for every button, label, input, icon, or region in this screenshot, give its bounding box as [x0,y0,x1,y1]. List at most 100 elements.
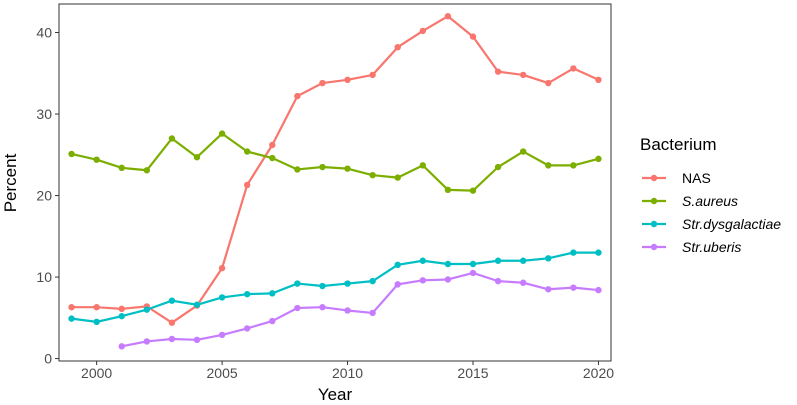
data-point-nas [419,27,427,35]
data-point-nas [344,76,351,84]
data-point-str-dysgalactiae [294,280,301,287]
data-point-s-aureus [243,148,251,155]
data-point-str-uberis [444,276,452,283]
data-point-str-uberis [243,325,251,332]
data-point-str-dysgalactiae [143,306,151,313]
data-point-nas [494,68,502,75]
series-str-dysgalactiae [68,249,602,326]
data-point-str-uberis [294,304,301,312]
y-tick-label: 0 [44,351,52,367]
data-point-str-dysgalactiae [269,290,276,297]
legend-label: NAS [682,170,711,186]
legend-item-nas: NAS [642,170,711,186]
x-tick-label: 2020 [583,365,614,381]
data-point-s-aureus [369,171,376,179]
data-point-nas [93,304,100,311]
data-point-str-uberis [595,286,602,294]
y-tick-label: 20 [36,188,52,204]
data-point-str-uberis [218,331,226,339]
x-tick-label: 2010 [332,365,363,381]
data-point-str-uberis [369,309,376,317]
data-point-str-dysgalactiae [444,260,452,268]
legend-items: NAS S.aureus Str.dysgalactiae Str.uberis [642,170,781,255]
data-point-s-aureus [419,162,427,169]
data-point-str-dysgalactiae [118,312,125,320]
data-point-str-dysgalactiae [394,261,401,269]
legend-label: Str.uberis [682,239,741,255]
data-point-nas [369,71,376,79]
data-point-str-uberis [419,277,427,284]
data-point-str-dysgalactiae [469,260,477,268]
legend-item-str-uberis: Str.uberis [642,239,741,255]
data-point-s-aureus [344,165,351,172]
data-point-nas [319,79,326,87]
legend-label: S.aureus [682,193,738,209]
legend-key-point [650,174,658,182]
x-tick-label: 2005 [207,365,238,381]
data-point-nas [570,65,577,72]
data-point-nas [243,181,251,189]
data-point-str-uberis [143,338,151,345]
data-point-s-aureus [68,150,75,158]
data-point-str-dysgalactiae [570,249,577,256]
legend-item-str-dysgalactiae: Str.dysgalactiae [642,216,781,232]
data-point-nas [118,305,125,313]
data-point-str-dysgalactiae [419,257,427,264]
data-point-s-aureus [218,130,226,137]
data-point-str-uberis [344,307,351,314]
data-point-s-aureus [118,164,125,172]
series-s-aureus [68,130,602,194]
data-point-str-dysgalactiae [243,290,251,298]
data-point-s-aureus [319,163,326,171]
panel-border [58,3,612,362]
legend-title: Bacterium [640,135,717,154]
data-point-str-uberis [545,286,552,293]
legend-key-point [650,197,658,205]
data-point-str-dysgalactiae [494,257,502,264]
data-point-s-aureus [294,166,301,173]
data-point-s-aureus [519,148,527,155]
data-point-str-dysgalactiae [595,249,602,256]
data-point-nas [444,13,452,20]
y-tick-label: 40 [36,25,52,41]
data-point-str-uberis [319,304,326,311]
data-point-s-aureus [143,167,151,174]
data-point-nas [519,71,527,79]
data-point-s-aureus [545,162,552,169]
data-point-s-aureus [193,154,201,161]
series-line-nas [71,15,599,324]
legend-key-point [650,243,658,251]
data-point-s-aureus [394,174,401,181]
data-point-str-dysgalactiae [319,282,326,290]
data-point-str-uberis [269,317,276,325]
data-point-str-uberis [193,336,201,344]
series-line-str-uberis [121,271,599,348]
data-point-s-aureus [93,156,100,163]
x-axis: 2000 2005 2010 2015 2020 [81,361,614,381]
x-axis-title: Year [318,385,353,404]
y-axis-title: Percent [1,153,20,212]
data-point-str-uberis [394,281,401,288]
data-point-str-dysgalactiae [519,257,527,264]
data-point-nas [218,264,226,272]
legend: Bacterium NAS S.aureus Str.dysgalactiae Str… [640,135,781,255]
data-point-str-dysgalactiae [218,294,226,301]
data-point-str-uberis [118,343,125,350]
data-point-s-aureus [444,186,452,194]
data-point-s-aureus [570,162,577,169]
data-point-str-dysgalactiae [93,318,100,326]
series-str-uberis [118,269,602,350]
data-point-s-aureus [494,163,502,171]
data-point-str-dysgalactiae [545,255,552,262]
x-tick-label: 2000 [81,365,112,381]
series-line-str-dysgalactiae [71,251,599,323]
data-point-nas [595,76,602,84]
data-point-s-aureus [469,187,477,194]
data-point-nas [394,43,401,51]
data-point-str-uberis [168,335,176,343]
legend-label: Str.dysgalactiae [682,216,781,232]
data-point-nas [469,33,477,40]
data-point-str-dysgalactiae [193,301,201,308]
data-point-str-uberis [570,284,577,291]
